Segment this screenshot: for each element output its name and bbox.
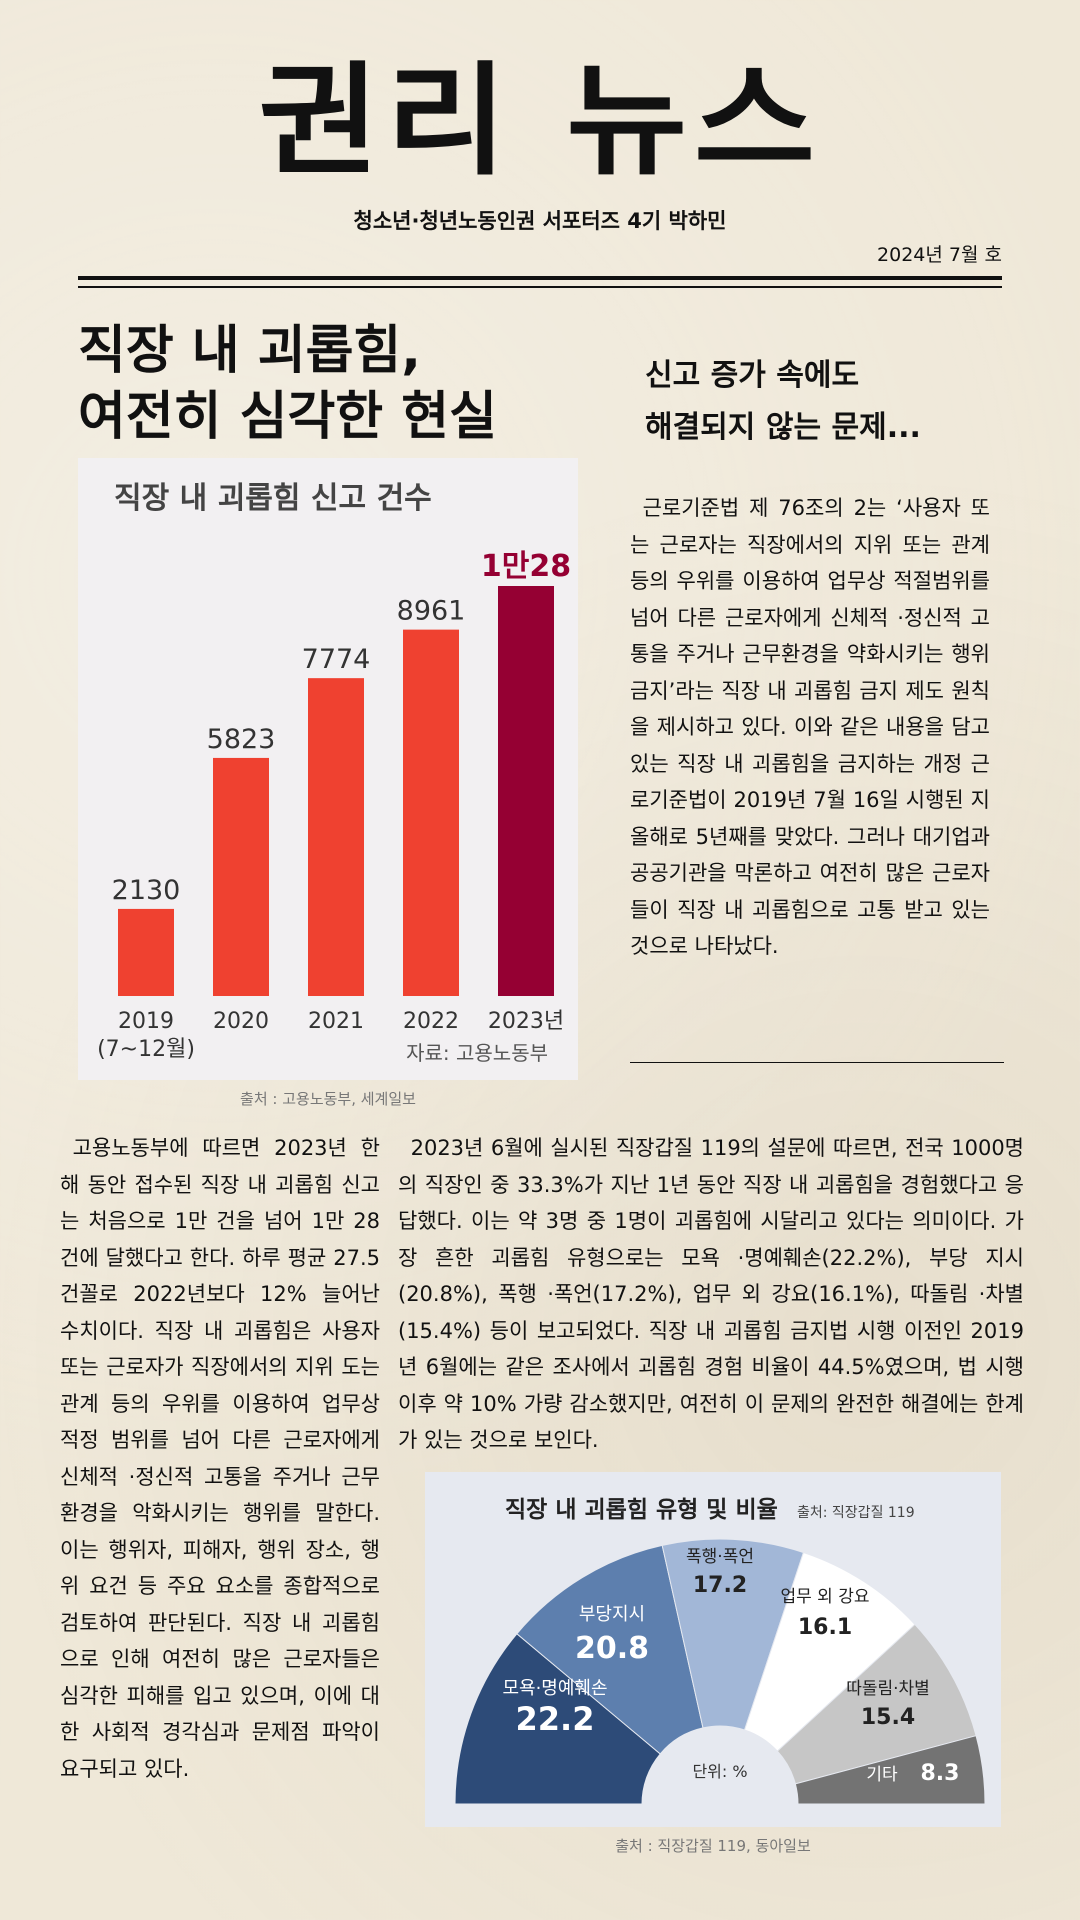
- slice-label-4: 따돌림·차별: [846, 1679, 930, 1699]
- bar-value-label-3: 8961: [397, 596, 466, 627]
- slice-label-5: 기타: [866, 1765, 898, 1785]
- masthead-rule-bottom: [78, 286, 1002, 288]
- headline-line-2: 여전히 심각한 현실: [78, 387, 497, 447]
- bar-value-label-1: 5823: [207, 724, 276, 755]
- bar-2: [308, 678, 364, 996]
- masthead-title: 권리 뉴스: [258, 50, 822, 192]
- chart1-caption: 출처 : 고용노동부, 세계일보: [240, 1090, 416, 1108]
- bar-0: [118, 908, 174, 996]
- slice-2: [661, 1538, 805, 1731]
- chart2-caption: 출처 : 직장갑질 119, 동아일보: [615, 1837, 811, 1855]
- report-count-chart: 직장 내 괴롭힘 신고 건수 2130 2019 (7~12월) 5823 2020 77…: [78, 458, 578, 1080]
- slice-label-0: 모욕·명예훼손: [502, 1678, 607, 1699]
- pie-chart-svg: 직장 내 괴롭힘 유형 및 비율 출처: 직장갑질 119 모욕·명예훼손22.…: [454, 1497, 986, 1805]
- slice-label-3: 업무 외 강요: [780, 1587, 869, 1607]
- bar-value-label-0: 2130: [112, 875, 181, 906]
- slice-label-1: 부당지시: [579, 1604, 645, 1625]
- pie-chart-title: 직장 내 괴롭힘 유형 및 비율: [505, 1497, 778, 1523]
- bar-4: [498, 586, 554, 996]
- bar-chart-title: 직장 내 괴롭힘 신고 건수: [114, 481, 432, 516]
- issue-date: 2024년 7월 호: [877, 244, 1002, 266]
- bar-value-label-2: 7774: [302, 644, 371, 675]
- slice-value-2: 17.2: [693, 1573, 747, 1598]
- slice-label-2: 폭행·폭언: [686, 1547, 754, 1567]
- paragraph-mid: 2023년 6월에 실시된 직장갑질 119의 설문에 따르면, 전국 1000…: [398, 1136, 1024, 1452]
- slice-value-3: 16.1: [798, 1615, 852, 1640]
- headline-line-1: 직장 내 괴롭힘,: [78, 321, 422, 381]
- masthead-rule-top: [78, 276, 1002, 280]
- slice-5: [794, 1735, 986, 1805]
- bar-category-label-3: 2022: [403, 1009, 459, 1034]
- slice-value-4: 15.4: [861, 1705, 915, 1730]
- pie-chart-source: 출처: 직장갑질 119: [797, 1505, 915, 1521]
- paragraph-left: 고용노동부에 따르면 2023년 한 해 동안 접수된 직장 내 괴롭힘 신고는…: [60, 1136, 380, 1781]
- bar-group: 2130 2019 (7~12월) 5823 2020 7774 2021 8961 2022 1…: [97, 549, 571, 1062]
- slice-value-0: 22.2: [516, 1700, 595, 1738]
- harassment-type-chart: 직장 내 괴롭힘 유형 및 비율 출처: 직장갑질 119 모욕·명예훼손 22.…: [425, 1472, 1001, 1827]
- slice-value-5: 8.3: [921, 1761, 960, 1786]
- bar-category-label-1: 2020: [213, 1009, 269, 1034]
- subhead-line-2: 해결되지 않는 문제...: [645, 410, 921, 445]
- slice-1: [516, 1544, 704, 1755]
- bar-category-label-0: 2019: [118, 1009, 174, 1034]
- bar-category-label-4: 2023년: [488, 1009, 564, 1034]
- bar-value-label-4: 1만28: [481, 549, 571, 584]
- slice-0: [454, 1633, 661, 1805]
- bar-chart-svg: 직장 내 괴롭힘 신고 건수 2130 2019 (7~12월) 5823 2020 77…: [97, 481, 571, 1065]
- paragraph-right: 근로기준법 제 76조의 2는 ‘사용자 또는 근로자는 직장에서의 지위 또는…: [630, 496, 990, 958]
- bar-3: [403, 629, 459, 996]
- bar-category-label-2: 2021: [308, 1009, 364, 1034]
- subhead-line-1: 신고 증가 속에도: [645, 358, 860, 393]
- bar-chart-source: 자료: 고용노동부: [406, 1041, 548, 1065]
- slice-value-1: 20.8: [575, 1631, 649, 1666]
- subhead: 신고 증가 속에도 해결되지 않는 문제...: [645, 350, 1025, 454]
- bar-1: [213, 757, 269, 996]
- headline: 직장 내 괴롭힘, 여전히 심각한 현실: [78, 318, 598, 450]
- bar-category-label-0-line-1: (7~12월): [97, 1037, 195, 1062]
- pie-chart-unit: 단위: %: [692, 1762, 747, 1781]
- right-column-rule: [630, 1062, 1004, 1063]
- masthead-subtitle: 청소년·청년노동인권 서포터즈 4기 박하민: [353, 209, 727, 233]
